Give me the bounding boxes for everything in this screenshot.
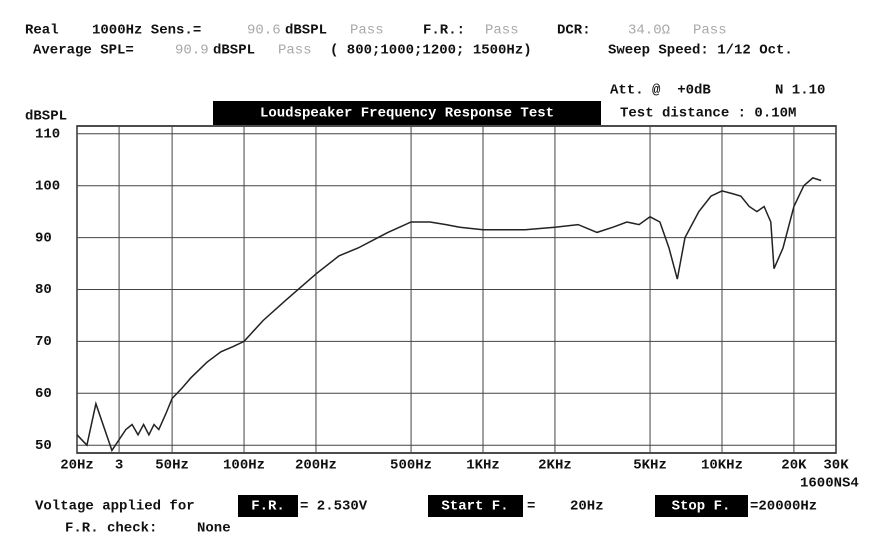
attenuation: Att. @ +0dB [610,83,711,99]
x-tick-label: 3 [115,458,123,474]
avg-freqs: ( 800;1000;1200; 1500Hz) [330,43,532,59]
chart-title: Loudspeaker Frequency Response Test [260,106,554,122]
x-tick-label: 100Hz [223,458,265,474]
x-tick-label: 1KHz [466,458,500,474]
voltage-label: Voltage applied for [35,499,195,515]
sens-value: 90.6 [247,23,281,39]
stop-box-label: Stop F. [672,499,731,515]
sens-unit: dBSPL [285,23,327,39]
fr-box-label: F.R. [251,499,285,515]
footer: Voltage applied for F.R. = 2.530V Start … [35,495,817,537]
x-tick-label: 200Hz [295,458,337,474]
y-tick-label: 60 [35,386,52,402]
y-tick-label: 80 [35,282,52,298]
response-line [76,177,822,453]
fr-box [238,495,298,517]
y-tick-label: 50 [35,438,52,454]
x-tick-label: 10KHz [701,458,743,474]
sweep: Sweep Speed: 1/12 Oct. [608,43,793,59]
start-box-label: Start F. [441,499,508,515]
stop-value: =20000Hz [750,499,817,515]
model: 1600NS4 [800,476,859,492]
check-label: F.R. check: [65,521,157,537]
voltage: = 2.530V [300,499,368,515]
stop-box [655,495,748,517]
plot: 50 60 70 80 90 100 110 20Hz 3 50Hz 100Hz 200Hz 500Hz… [35,125,849,474]
title-bar [213,101,601,125]
x-tick-label: 20Hz [60,458,94,474]
y-tick-label: 110 [35,126,60,142]
dcr-status: Pass [693,23,727,39]
start-box [428,495,523,517]
y-tick-label: 100 [35,178,60,194]
start-eq: = [527,499,535,515]
sens-label: 1000Hz Sens.= [92,23,201,39]
n-value: N 1.10 [775,83,825,99]
fr-label: F.R.: [423,23,465,39]
dcr-value: 34.0Ω [628,23,670,39]
avg-value: 90.9 [175,43,209,59]
y-tick-label: 90 [35,230,52,246]
avg-status: Pass [278,43,312,59]
y-tick-label: 70 [35,334,52,350]
distance: Test distance : 0.10M [620,106,796,122]
x-tick-label: 5KHz [633,458,667,474]
x-tick-label: 30K [823,458,849,474]
fr-status: Pass [485,23,519,39]
x-tick-label: 500Hz [390,458,432,474]
check-value: None [197,521,231,537]
avg-unit: dBSPL [213,43,255,59]
dcr-label: DCR: [557,23,591,39]
sens-status: Pass [350,23,384,39]
start-value: 20Hz [570,499,604,515]
x-tick-label: 2KHz [538,458,572,474]
x-tick-label: 50Hz [155,458,189,474]
x-tick-label: 20K [781,458,807,474]
mode: Real [25,23,59,39]
y-axis-label: dBSPL [25,109,67,125]
avg-label: Average SPL= [33,43,134,59]
header: Real 1000Hz Sens.= 90.6 dBSPL Pass F.R.:… [25,23,825,122]
